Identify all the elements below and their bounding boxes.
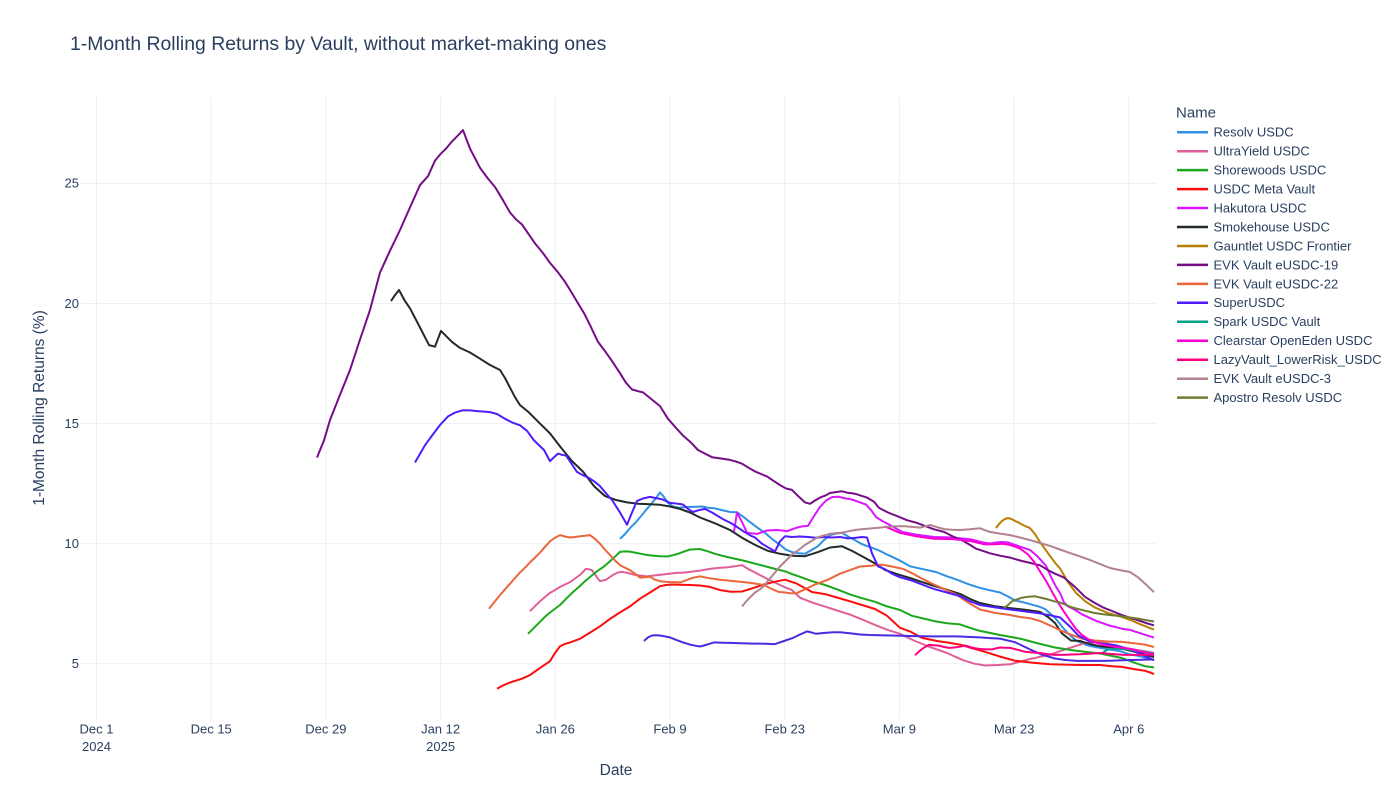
- svg-text:Mar 9: Mar 9: [883, 722, 916, 737]
- svg-text:5: 5: [72, 656, 79, 671]
- svg-text:LazyVault_LowerRisk_USDC: LazyVault_LowerRisk_USDC: [1214, 352, 1382, 367]
- svg-text:Gauntlet USDC Frontier: Gauntlet USDC Frontier: [1214, 238, 1353, 253]
- svg-text:Name: Name: [1176, 105, 1216, 122]
- svg-text:Apr 6: Apr 6: [1113, 722, 1144, 737]
- svg-text:20: 20: [65, 296, 79, 311]
- svg-text:10: 10: [65, 536, 79, 551]
- svg-text:25: 25: [65, 176, 79, 191]
- svg-text:2024: 2024: [82, 739, 111, 754]
- svg-text:SuperUSDC: SuperUSDC: [1214, 295, 1286, 310]
- svg-text:Feb 23: Feb 23: [764, 722, 804, 737]
- svg-text:Resolv USDC: Resolv USDC: [1214, 125, 1294, 140]
- svg-text:Shorewoods USDC: Shorewoods USDC: [1214, 163, 1327, 178]
- svg-text:Apostro Resolv USDC: Apostro Resolv USDC: [1214, 390, 1343, 405]
- svg-text:2025: 2025: [426, 739, 455, 754]
- svg-text:Clearstar OpenEden USDC: Clearstar OpenEden USDC: [1214, 333, 1373, 348]
- svg-text:Feb 9: Feb 9: [653, 722, 686, 737]
- svg-text:UltraYield USDC: UltraYield USDC: [1214, 144, 1310, 159]
- svg-text:Dec 15: Dec 15: [191, 722, 232, 737]
- svg-text:1-Month Rolling Returns by Vau: 1-Month Rolling Returns by Vault, withou…: [70, 33, 606, 55]
- svg-text:Mar 23: Mar 23: [994, 722, 1034, 737]
- svg-text:Spark USDC Vault: Spark USDC Vault: [1214, 314, 1321, 329]
- svg-text:Jan 26: Jan 26: [536, 722, 575, 737]
- svg-text:EVK Vault eUSDC-22: EVK Vault eUSDC-22: [1214, 276, 1339, 291]
- svg-text:Jan 12: Jan 12: [421, 722, 460, 737]
- svg-text:15: 15: [65, 416, 79, 431]
- svg-text:Date: Date: [600, 762, 633, 779]
- svg-text:Hakutora USDC: Hakutora USDC: [1214, 200, 1307, 215]
- svg-text:Dec 1: Dec 1: [80, 722, 114, 737]
- svg-text:Smokehouse USDC: Smokehouse USDC: [1214, 219, 1330, 234]
- svg-text:EVK Vault eUSDC-19: EVK Vault eUSDC-19: [1214, 257, 1339, 272]
- svg-text:EVK Vault eUSDC-3: EVK Vault eUSDC-3: [1214, 371, 1332, 386]
- svg-text:Dec 29: Dec 29: [305, 722, 346, 737]
- svg-text:USDC Meta Vault: USDC Meta Vault: [1214, 182, 1316, 197]
- svg-text:1-Month Rolling Returns (%): 1-Month Rolling Returns (%): [31, 310, 48, 506]
